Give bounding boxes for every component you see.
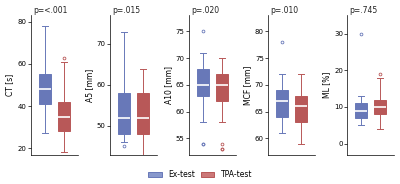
Text: p=.015: p=.015 [112,6,140,15]
PathPatch shape [374,100,386,114]
Text: p=<.001: p=<.001 [33,6,67,15]
Y-axis label: A10 [mm]: A10 [mm] [164,66,173,104]
PathPatch shape [197,69,209,96]
Y-axis label: A5 [mm]: A5 [mm] [85,68,94,102]
PathPatch shape [276,90,288,117]
Y-axis label: MCF [mm]: MCF [mm] [243,65,252,105]
PathPatch shape [118,93,130,134]
PathPatch shape [295,96,307,122]
Legend: Ex-test, TPA-test: Ex-test, TPA-test [147,170,253,180]
Y-axis label: ML [%]: ML [%] [322,72,331,98]
PathPatch shape [137,93,149,134]
Y-axis label: CT [s]: CT [s] [6,74,14,96]
PathPatch shape [216,74,228,101]
PathPatch shape [355,103,367,118]
Text: p=.745: p=.745 [350,6,378,15]
PathPatch shape [58,102,70,131]
PathPatch shape [38,74,51,104]
Text: p=.020: p=.020 [191,6,219,15]
Text: p=.010: p=.010 [270,6,298,15]
